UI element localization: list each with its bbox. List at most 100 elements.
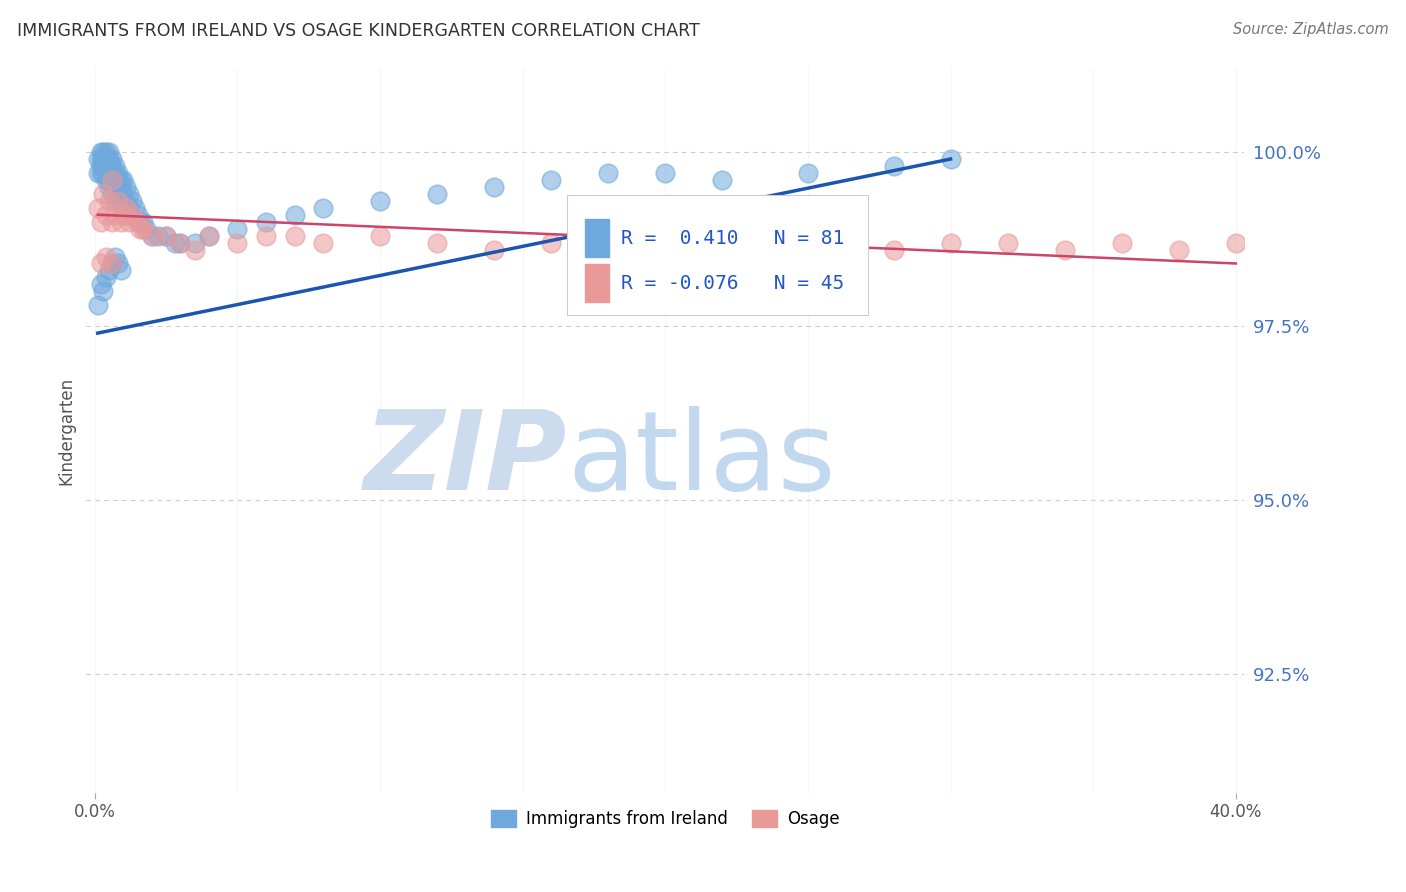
Point bbox=[1111, 235, 1133, 250]
Point bbox=[107, 256, 129, 270]
Point bbox=[883, 243, 905, 257]
Point bbox=[283, 228, 305, 243]
Point bbox=[110, 173, 132, 187]
Point bbox=[939, 152, 962, 166]
Point bbox=[115, 194, 138, 208]
Point bbox=[112, 186, 135, 201]
Point bbox=[141, 228, 163, 243]
Point bbox=[101, 159, 124, 173]
Point bbox=[135, 221, 157, 235]
Point bbox=[101, 256, 124, 270]
Point bbox=[118, 201, 141, 215]
Point bbox=[110, 186, 132, 201]
Point bbox=[540, 235, 562, 250]
Point bbox=[312, 235, 335, 250]
Point bbox=[98, 145, 121, 159]
Point bbox=[155, 228, 177, 243]
Point bbox=[93, 285, 115, 299]
Point bbox=[98, 166, 121, 180]
Point bbox=[312, 201, 335, 215]
Point bbox=[107, 180, 129, 194]
Point bbox=[90, 277, 112, 292]
Point bbox=[96, 208, 118, 222]
Point bbox=[107, 166, 129, 180]
Point bbox=[997, 235, 1019, 250]
Point bbox=[482, 180, 505, 194]
Point bbox=[98, 194, 121, 208]
Point bbox=[124, 201, 146, 215]
Point bbox=[101, 173, 124, 187]
Point bbox=[226, 235, 249, 250]
Point bbox=[86, 298, 108, 312]
Point bbox=[198, 228, 221, 243]
Point bbox=[768, 243, 790, 257]
Point bbox=[86, 201, 108, 215]
Point bbox=[121, 208, 143, 222]
FancyBboxPatch shape bbox=[585, 264, 609, 301]
Point bbox=[104, 159, 127, 173]
Point bbox=[98, 159, 121, 173]
Point bbox=[169, 235, 191, 250]
Point bbox=[711, 173, 734, 187]
Point bbox=[118, 186, 141, 201]
Text: R = -0.076   N = 45: R = -0.076 N = 45 bbox=[621, 274, 845, 293]
Point bbox=[96, 159, 118, 173]
Text: R =  0.410   N = 81: R = 0.410 N = 81 bbox=[621, 228, 845, 248]
Point bbox=[1225, 235, 1247, 250]
Point bbox=[110, 180, 132, 194]
Point bbox=[226, 221, 249, 235]
Point bbox=[482, 243, 505, 257]
Point bbox=[825, 235, 848, 250]
Point bbox=[368, 228, 391, 243]
Text: Source: ZipAtlas.com: Source: ZipAtlas.com bbox=[1233, 22, 1389, 37]
Point bbox=[104, 250, 127, 264]
Point bbox=[93, 159, 115, 173]
Point bbox=[107, 194, 129, 208]
Point bbox=[104, 166, 127, 180]
Point bbox=[112, 201, 135, 215]
Point bbox=[598, 166, 620, 180]
Point bbox=[90, 256, 112, 270]
Point bbox=[93, 145, 115, 159]
Point bbox=[883, 159, 905, 173]
Point bbox=[90, 159, 112, 173]
FancyBboxPatch shape bbox=[585, 219, 609, 257]
Point bbox=[104, 194, 127, 208]
Point bbox=[107, 173, 129, 187]
Point bbox=[96, 250, 118, 264]
Y-axis label: Kindergarten: Kindergarten bbox=[58, 376, 75, 484]
Text: ZIP: ZIP bbox=[363, 406, 567, 513]
Point bbox=[93, 186, 115, 201]
Point bbox=[654, 235, 676, 250]
Point bbox=[426, 235, 449, 250]
Point bbox=[118, 215, 141, 229]
Point bbox=[368, 194, 391, 208]
Point bbox=[939, 235, 962, 250]
Point bbox=[110, 263, 132, 277]
Text: atlas: atlas bbox=[567, 406, 835, 513]
Point bbox=[98, 173, 121, 187]
Point bbox=[183, 243, 205, 257]
Point bbox=[104, 173, 127, 187]
Point bbox=[254, 215, 277, 229]
Point bbox=[169, 235, 191, 250]
Point bbox=[90, 215, 112, 229]
Point bbox=[96, 270, 118, 285]
Point bbox=[112, 173, 135, 187]
Point bbox=[86, 166, 108, 180]
Point bbox=[115, 180, 138, 194]
Text: IMMIGRANTS FROM IRELAND VS OSAGE KINDERGARTEN CORRELATION CHART: IMMIGRANTS FROM IRELAND VS OSAGE KINDERG… bbox=[17, 22, 700, 40]
Point bbox=[90, 166, 112, 180]
Point bbox=[93, 166, 115, 180]
Point bbox=[98, 180, 121, 194]
Point bbox=[90, 152, 112, 166]
Point bbox=[426, 186, 449, 201]
Point bbox=[198, 228, 221, 243]
Point bbox=[115, 208, 138, 222]
FancyBboxPatch shape bbox=[567, 195, 868, 315]
Point bbox=[96, 173, 118, 187]
Legend: Immigrants from Ireland, Osage: Immigrants from Ireland, Osage bbox=[484, 804, 846, 835]
Point bbox=[86, 152, 108, 166]
Point bbox=[115, 201, 138, 215]
Point bbox=[146, 228, 169, 243]
